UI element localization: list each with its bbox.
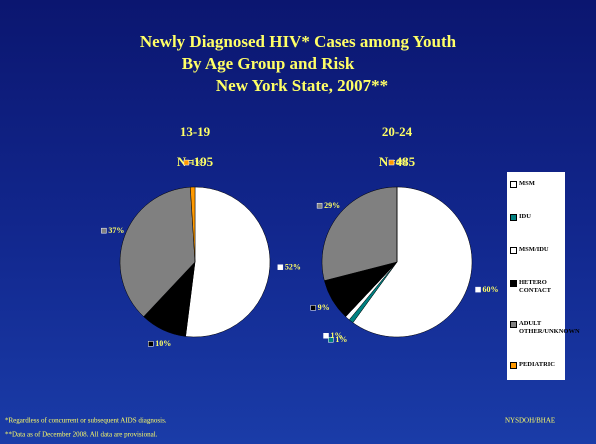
legend-item: PEDIATRIC	[510, 361, 563, 369]
legend-label: IDU	[519, 213, 531, 220]
pie-title: 13-19	[180, 124, 211, 139]
label-swatch	[475, 286, 481, 293]
pie-title: 20-24	[382, 124, 413, 139]
value-label: 29%	[324, 201, 340, 210]
legend-label: ADULT OTHER/UNKNOWN	[519, 320, 580, 335]
label-swatch	[310, 305, 316, 311]
legend-swatch	[510, 247, 517, 254]
label-swatch	[388, 159, 395, 166]
legend-swatch	[510, 214, 517, 221]
label-swatch	[328, 336, 334, 343]
legend-item: MSM	[510, 180, 563, 188]
value-label: 1%	[335, 335, 347, 344]
pie-slice	[321, 186, 398, 281]
value-label: 9%	[318, 303, 330, 312]
pie-subtitle: N=485	[379, 154, 416, 169]
legend-label: MSM/IDU	[519, 246, 549, 253]
legend-swatch	[510, 280, 517, 287]
value-label: 37%	[108, 226, 124, 235]
legend-swatch	[510, 181, 517, 188]
value-label: 60%	[483, 285, 499, 294]
pie-slice	[185, 186, 271, 338]
label-swatch	[148, 341, 154, 347]
legend: MSM IDU MSM/IDU HETERO CONTACT ADULT OTHER/U…	[507, 172, 580, 380]
source: NYSDOH/BHAE	[505, 417, 555, 425]
pie-slice	[190, 186, 196, 263]
legend-swatch	[510, 362, 517, 369]
legend-item: MSM/IDU	[510, 246, 563, 254]
legend-swatch	[510, 321, 517, 328]
legend-label: PEDIATRIC	[519, 361, 555, 368]
title-line: By Age Group and Risk	[182, 54, 355, 73]
pie-slice	[119, 186, 196, 318]
legend-item: HETERO CONTACT	[510, 279, 563, 295]
legend-label: HETERO CONTACT	[519, 279, 552, 294]
label-swatch	[316, 202, 323, 209]
footnote: *Regardless of concurrent or subsequent …	[5, 417, 167, 425]
label-swatch	[183, 159, 190, 166]
pie-slice	[352, 186, 473, 338]
label-swatch	[323, 333, 329, 339]
value-label: 10%	[155, 339, 171, 348]
legend-item: IDU	[510, 213, 563, 221]
label-swatch	[101, 227, 107, 234]
legend-label: MSM	[519, 180, 535, 187]
label-swatch	[277, 264, 284, 270]
value-label: 52%	[285, 263, 301, 272]
value-label: 0%	[396, 158, 408, 167]
value-label: 1%	[191, 158, 203, 167]
footnote: **Data as of December 2008. All data are…	[5, 431, 158, 439]
legend-item: ADULT OTHER/UNKNOWN	[510, 320, 580, 336]
value-label: 1%	[331, 331, 343, 340]
title-line: Newly Diagnosed HIV* Cases among Youth	[140, 32, 457, 51]
title-line: New York State, 2007**	[216, 76, 388, 95]
